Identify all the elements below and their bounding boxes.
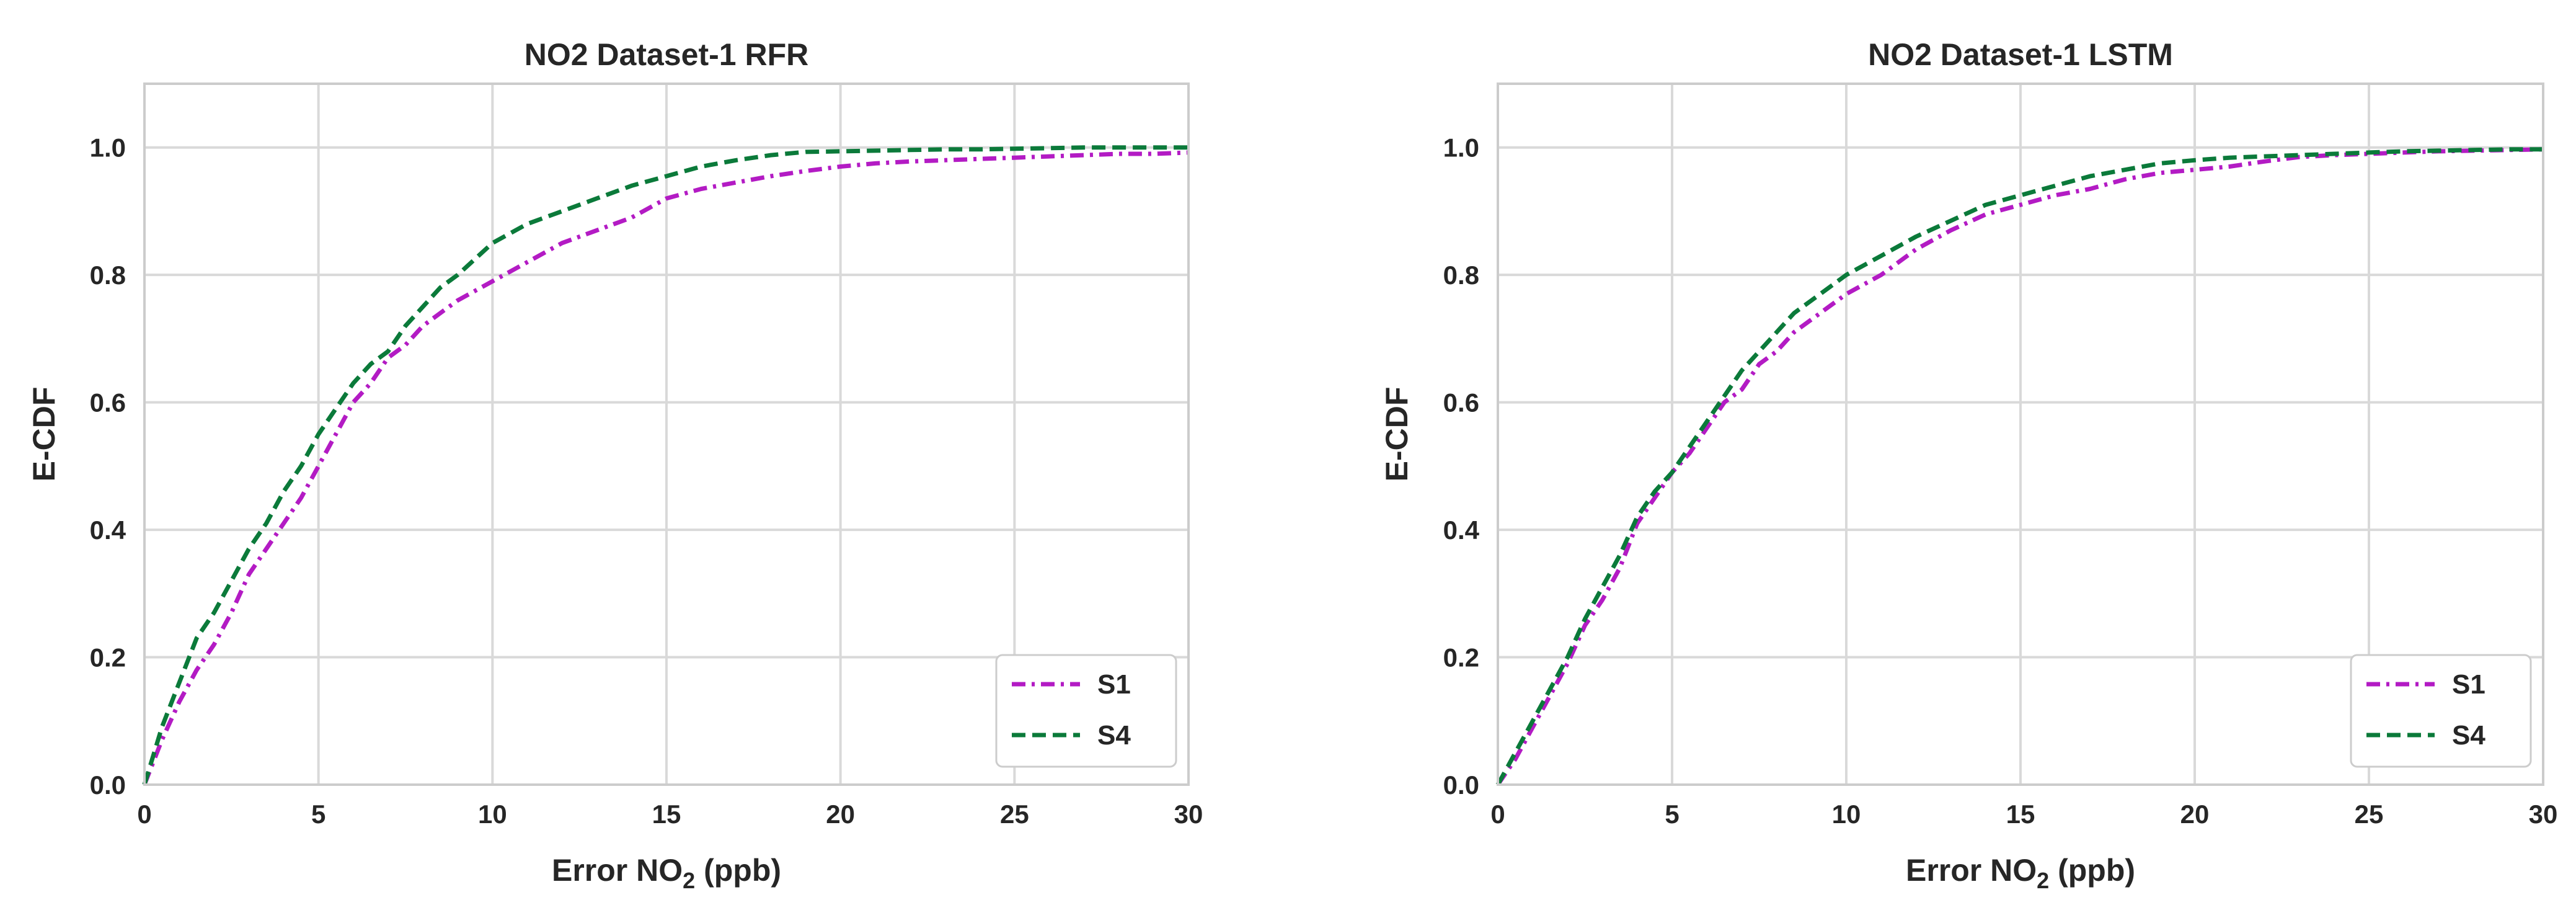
ticks: 0 5 10 15 20 25 30 0.0 0.2 0.4 0.6 0.8 1.0 [90, 133, 1203, 829]
x-tick-label: 5 [1665, 800, 1679, 829]
y-tick-label: 0.0 [1443, 770, 1479, 800]
y-axis-label: E-CDF [1379, 387, 1414, 482]
x-tick-label: 10 [478, 800, 507, 829]
x-axis-label: Error NO2 (ppb) [552, 853, 781, 893]
ticks: 0 5 10 15 20 25 30 0.0 0.2 0.4 0.6 0.8 1.0 [1443, 133, 2558, 829]
y-tick-label: 0.4 [90, 515, 126, 545]
series-layer [142, 145, 1189, 786]
legend-label-s4: S4 [2452, 720, 2485, 751]
y-tick-label: 0.8 [90, 261, 126, 290]
y-tick-label: 0.6 [1443, 388, 1479, 417]
x-tick-label: 5 [311, 800, 325, 829]
x-tick-label: 30 [2529, 800, 2558, 829]
x-tick-label: 0 [137, 800, 151, 829]
y-tick-label: 0.2 [1443, 643, 1479, 672]
y-tick-label: 0.0 [90, 770, 126, 800]
legend-box [2350, 654, 2532, 768]
legend-label-s1: S1 [2452, 669, 2485, 700]
x-tick-label: 25 [1000, 800, 1029, 829]
legend-label-s1: S1 [1097, 669, 1131, 700]
series-line-s4 [1495, 147, 2543, 786]
x-tick-label: 20 [2180, 800, 2210, 829]
y-tick-label: 1.0 [1443, 133, 1479, 163]
chart-rfr: NO2 Dataset-1 RFR 0 5 10 15 20 25 300.00.20.40… [27, 37, 1203, 893]
plot-frame [143, 82, 1190, 786]
series-line-s1 [142, 150, 1189, 786]
legend: S1 S4 [2350, 654, 2532, 768]
x-tick-label: 20 [826, 800, 855, 829]
y-tick-label: 0.4 [1443, 515, 1480, 545]
y-axis-label: E-CDF [27, 387, 61, 482]
x-tick-label: 0 [1490, 800, 1505, 829]
legend: S1 S4 [995, 654, 1177, 768]
x-tick-label: 25 [2355, 800, 2384, 829]
x-tick-label: 15 [2006, 800, 2035, 829]
y-tick-label: 0.2 [90, 643, 126, 672]
x-tick-label: 15 [652, 800, 681, 829]
plot-frame [1497, 82, 2544, 786]
x-tick-label: 10 [1832, 800, 1861, 829]
x-axis-label: Error NO2 (ppb) [1906, 853, 2135, 893]
chart-lstm: NO2 Dataset-1 LSTM 0 5 10 15 20 25 30 0.0 0.2 0.4… [1379, 37, 2557, 893]
y-tick-label: 1.0 [90, 133, 126, 163]
chart-title: NO2 Dataset-1 LSTM [1868, 37, 2173, 72]
legend-box [995, 654, 1177, 768]
series-layer [1495, 147, 2544, 786]
y-tick-label: 0.6 [90, 388, 126, 417]
series-line-s4 [142, 145, 1188, 786]
y-tick-label: 0.8 [1443, 261, 1479, 290]
chart-title: NO2 Dataset-1 RFR [524, 37, 808, 72]
x-tick-label: 30 [1174, 800, 1203, 829]
legend-label-s4: S4 [1097, 720, 1131, 751]
